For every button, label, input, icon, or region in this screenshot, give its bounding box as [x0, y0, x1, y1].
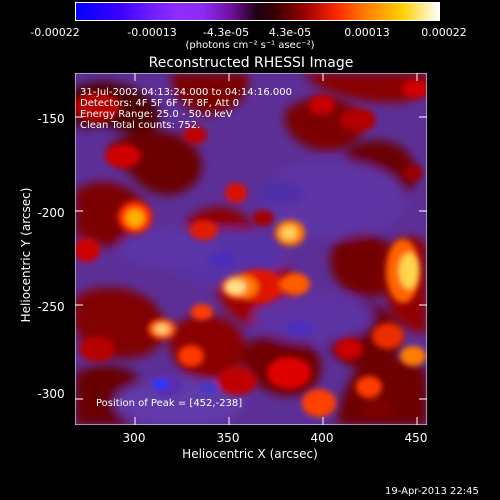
x-tick-label-2: 350	[216, 431, 240, 445]
x-tick-label-4: 450	[404, 431, 428, 445]
colorbar-tick-5: 0.00013	[344, 26, 390, 39]
x-tick-label-3: 400	[310, 431, 334, 445]
y-tick-label-4: -300	[37, 387, 65, 401]
reconstructed-image-plot	[75, 73, 427, 425]
colorbar-tick-1: -0.00022	[30, 26, 80, 39]
image-highlights	[75, 80, 427, 419]
x-axis-label: Heliocentric X (arcsec)	[182, 447, 318, 461]
info-line-1: 31-Jul-2002 04:13:24.000 to 04:14:16.000	[80, 87, 292, 98]
y-tick-label-2: -200	[37, 206, 65, 220]
colorbar-tick-3: -4.3e-05	[202, 26, 250, 39]
info-line-4: Clean Total counts: 752.	[80, 120, 201, 131]
y-axis-label: Heliocentric Y (arcsec)	[19, 187, 33, 323]
colorbar-tick-6: 0.00022	[421, 26, 467, 39]
plot-title: Reconstructed RHESSI Image	[148, 55, 354, 71]
peak-position-label: Position of Peak = [452,-238]	[96, 398, 243, 409]
colorbar-tick-4: 4.3e-05	[268, 26, 312, 39]
colorbar	[75, 2, 440, 21]
colorbar-unit-label: (photons cm⁻² s⁻¹ asec⁻²)	[185, 40, 315, 51]
y-tick-label-1: -150	[37, 112, 65, 126]
timestamp-footer: 19-Apr-2013 22:45	[385, 486, 479, 497]
plot-ticks	[75, 73, 427, 425]
info-line-3: Energy Range: 25.0 - 50.0 keV	[80, 109, 233, 120]
x-tick-label-1: 300	[122, 431, 146, 445]
colorbar-tick-2: -0.00013	[127, 26, 177, 39]
info-line-2: Detectors: 4F 5F 6F 7F 8F, Att 0	[80, 98, 240, 109]
y-tick-label-3: -250	[37, 300, 65, 314]
